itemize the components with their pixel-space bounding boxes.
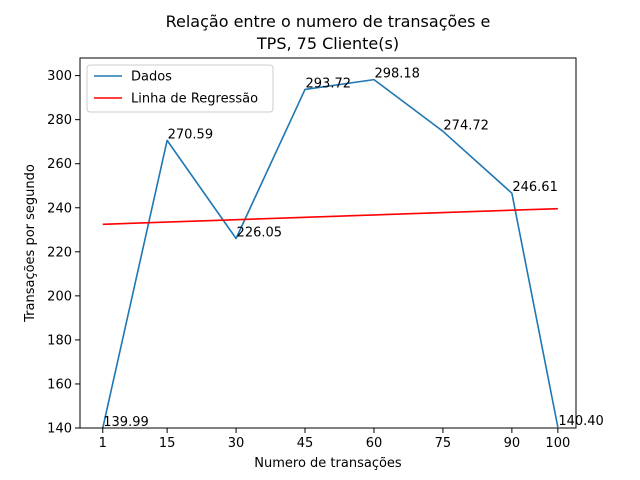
x-tick-label: 30	[228, 436, 245, 451]
chart-title-line1: Relação entre o numero de transações e	[166, 12, 491, 31]
x-tick-label: 75	[435, 436, 452, 451]
y-tick-label: 260	[47, 157, 72, 172]
x-tick-label: 1	[99, 436, 107, 451]
y-tick-label: 160	[47, 377, 72, 392]
legend-entry-dados: Dados	[131, 70, 172, 85]
data-label: 246.61	[512, 180, 558, 195]
x-tick-label: 15	[159, 436, 176, 451]
x-tick-label: 60	[366, 436, 383, 451]
plot-frame	[79, 57, 577, 429]
data-label: 293.72	[306, 76, 352, 91]
plot-area	[80, 58, 576, 428]
chart-title-line2: TPS, 75 Cliente(s)	[256, 34, 399, 53]
legend: Dados Linha de Regressão	[86, 64, 274, 113]
y-tick-label: 140	[47, 422, 72, 437]
x-axis-ticks: 1 15 30 45 60 75 90 100	[99, 428, 570, 451]
x-axis-label: Numero de transações	[254, 456, 402, 471]
y-axis-label: Transações por segundo	[23, 164, 38, 323]
data-label: 139.99	[103, 415, 149, 430]
x-tick-label: 90	[504, 436, 521, 451]
y-tick-label: 300	[47, 69, 72, 84]
x-tick-label: 100	[545, 436, 570, 451]
x-tick-label: 45	[297, 436, 314, 451]
plot-series	[101, 78, 559, 429]
legend-entry-regressao: Linha de Regressão	[131, 92, 258, 107]
y-axis-ticks: 140 160 180 200 220 240 260 280 300	[47, 69, 80, 437]
y-tick-label: 240	[47, 201, 72, 216]
data-label: 140.40	[558, 414, 604, 429]
legend-box	[86, 64, 274, 113]
series-line-regressao	[102, 207, 558, 226]
y-tick-label: 280	[47, 113, 72, 128]
series-line-dados	[101, 78, 559, 429]
y-tick-label: 220	[47, 245, 72, 260]
data-label: 226.05	[237, 225, 283, 240]
data-labels: 139.99 270.59 226.05 293.72 298.18 274.72 246.…	[103, 67, 604, 430]
y-tick-label: 200	[47, 289, 72, 304]
data-label: 298.18	[374, 67, 420, 82]
y-tick-label: 180	[47, 333, 72, 348]
data-label: 270.59	[168, 127, 214, 142]
data-label: 274.72	[443, 118, 489, 133]
